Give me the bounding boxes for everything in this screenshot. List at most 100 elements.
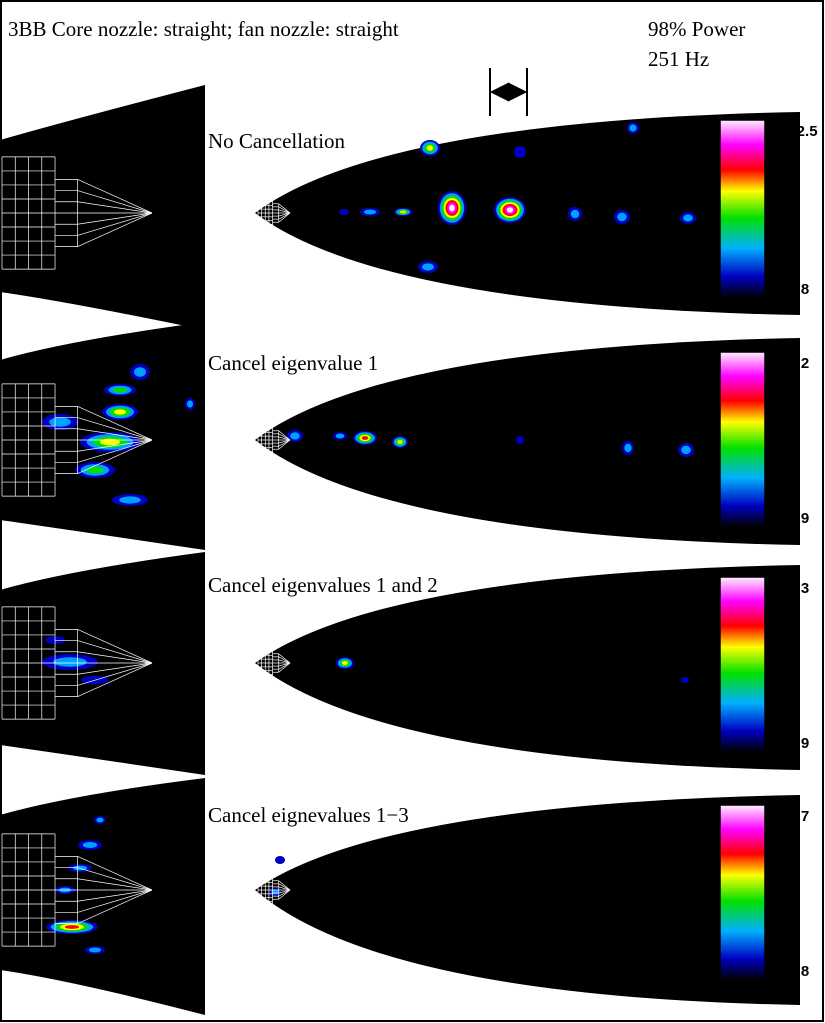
source-blob xyxy=(361,436,369,440)
plume-view xyxy=(255,338,800,545)
source-blob xyxy=(82,842,98,848)
source-blob xyxy=(187,400,193,408)
source-blob xyxy=(64,925,80,929)
source-blob xyxy=(516,436,524,444)
nozzle-wire xyxy=(77,190,153,214)
side-view xyxy=(0,85,205,330)
source-blob xyxy=(449,204,455,212)
nozzle-wire xyxy=(77,878,153,891)
nozzle-wire xyxy=(77,867,153,891)
colorbar xyxy=(719,351,766,528)
nozzle-wire xyxy=(278,889,291,894)
colorbar xyxy=(719,576,766,753)
panel-label: Cancel eigenvalue 1 xyxy=(208,351,378,375)
nozzle-wire xyxy=(77,201,153,214)
source-blob xyxy=(96,817,104,823)
scale-marker xyxy=(489,68,528,116)
plume-view xyxy=(255,565,800,770)
scale-min: 79.8 xyxy=(780,963,809,980)
panel: No Cancellation 102.5 96.8 xyxy=(0,85,818,330)
source-blob xyxy=(53,657,87,667)
scale-min: 85.9 xyxy=(780,735,809,752)
nozzle-wire xyxy=(77,212,153,247)
source-blob xyxy=(86,466,104,474)
nozzle-wire xyxy=(278,436,291,441)
source-blob xyxy=(683,214,693,222)
source-blob xyxy=(681,445,691,455)
nozzle-wire xyxy=(77,889,153,902)
scale-min: 96.8 xyxy=(780,281,809,298)
side-view xyxy=(0,778,205,1015)
source-blob xyxy=(89,947,101,953)
nozzle-wire xyxy=(278,433,291,441)
power: 98% Power xyxy=(648,17,745,41)
nozzle-wire xyxy=(77,889,153,924)
nozzle-wire xyxy=(278,209,291,214)
scale-max: 85.7 xyxy=(780,808,809,825)
source-blob xyxy=(339,209,349,215)
panel: Cancel eigenvalue 1 95.2 88.9 xyxy=(0,322,809,550)
nozzle-wire xyxy=(77,640,153,664)
nozzle-wire xyxy=(278,889,291,900)
nozzle-wire xyxy=(278,886,291,891)
source-blob xyxy=(570,209,580,219)
nozzle-wire xyxy=(77,406,153,441)
nozzle-wire xyxy=(278,439,291,450)
source-blob xyxy=(422,263,434,271)
source-blob xyxy=(113,387,127,393)
nozzle-wire xyxy=(278,659,291,664)
nozzle-wire xyxy=(278,883,291,891)
panel: Cancel eignevalues 1−3 85.7 79.8 xyxy=(0,778,809,1015)
nozzle-wire xyxy=(77,662,153,697)
plume-view xyxy=(255,112,800,315)
nozzle-wire xyxy=(77,212,153,225)
nozzle-wire xyxy=(278,439,291,444)
nozzle-wire xyxy=(278,439,291,447)
source-blob xyxy=(119,496,141,504)
nozzle-wire xyxy=(77,856,153,891)
nozzle-wire xyxy=(278,430,291,441)
source-blob xyxy=(335,433,345,439)
nozzle-wire xyxy=(77,651,153,664)
source-blob xyxy=(134,367,146,377)
nozzle-wire xyxy=(77,212,153,236)
nozzle-wire xyxy=(77,662,153,675)
frequency: 251 Hz xyxy=(648,47,709,71)
plume-view xyxy=(255,795,800,1005)
source-blob xyxy=(426,145,434,151)
source-blob xyxy=(114,409,126,415)
scale-min: 88.9 xyxy=(780,510,809,527)
source-blob xyxy=(514,146,526,158)
source-blob xyxy=(290,432,300,440)
source-blob xyxy=(400,210,406,214)
panel-label: No Cancellation xyxy=(208,129,346,153)
nozzle-wire xyxy=(77,889,153,913)
nozzle-wire xyxy=(278,203,291,214)
nozzle-wire xyxy=(278,656,291,664)
source-blob xyxy=(629,124,637,132)
nozzle-wire xyxy=(77,629,153,664)
panel-label: Cancel eigenvalues 1 and 2 xyxy=(208,573,438,597)
colorbar xyxy=(719,804,766,981)
panel: Cancel eigenvalues 1 and 2 92.3 85.9 xyxy=(0,552,809,775)
source-blob xyxy=(364,209,376,215)
nozzle-wire xyxy=(278,662,291,670)
nozzle-wire xyxy=(77,428,153,441)
source-blob xyxy=(624,443,632,453)
source-blob xyxy=(617,212,627,222)
nozzle-wire xyxy=(278,889,291,897)
source-blob xyxy=(681,677,689,683)
source-blob xyxy=(506,207,514,213)
nozzle-wire xyxy=(278,662,291,673)
source-blob xyxy=(49,417,71,427)
colorbar xyxy=(719,119,766,299)
nozzle-wire xyxy=(77,439,153,452)
nozzle-wire xyxy=(77,439,153,474)
nozzle-wire xyxy=(278,212,291,217)
panel-label: Cancel eignevalues 1−3 xyxy=(208,803,409,827)
nozzle-wire xyxy=(278,662,291,667)
side-view xyxy=(0,552,205,775)
source-blob xyxy=(275,856,285,864)
scale-max: 95.2 xyxy=(780,355,809,372)
